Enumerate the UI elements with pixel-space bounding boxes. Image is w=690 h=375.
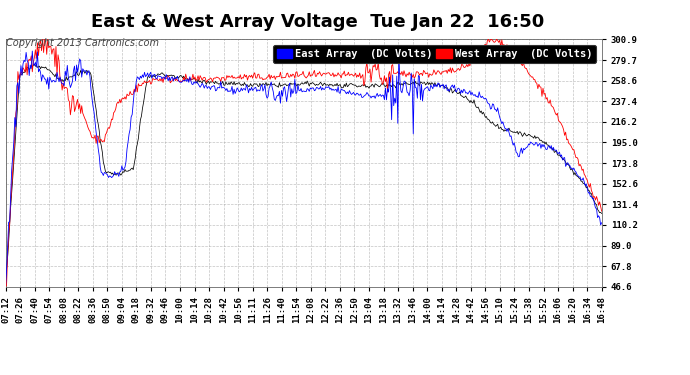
Text: East & West Array Voltage  Tue Jan 22  16:50: East & West Array Voltage Tue Jan 22 16:… [91,13,544,31]
Text: Copyright 2013 Cartronics.com: Copyright 2013 Cartronics.com [6,38,159,48]
Legend: East Array  (DC Volts), West Array  (DC Volts): East Array (DC Volts), West Array (DC Vo… [273,45,596,63]
